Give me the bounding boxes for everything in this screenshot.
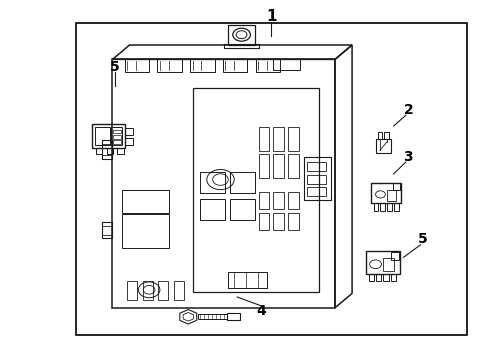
- Text: 4: 4: [256, 305, 266, 318]
- Bar: [375, 139, 390, 153]
- Bar: [272, 59, 299, 70]
- Bar: [228, 25, 255, 45]
- Bar: [273, 154, 284, 177]
- Bar: [122, 214, 168, 248]
- Bar: [223, 59, 247, 72]
- Bar: [76, 23, 466, 335]
- Bar: [365, 251, 399, 274]
- Bar: [127, 281, 137, 300]
- Bar: [255, 59, 280, 72]
- Bar: [125, 128, 132, 135]
- Bar: [113, 130, 121, 133]
- Bar: [392, 183, 399, 190]
- Bar: [158, 281, 168, 300]
- Bar: [258, 213, 269, 230]
- Bar: [380, 203, 385, 211]
- Text: 3: 3: [403, 150, 412, 163]
- Bar: [125, 138, 132, 145]
- Bar: [377, 132, 382, 139]
- Bar: [258, 127, 269, 150]
- Text: 2: 2: [403, 103, 412, 117]
- Bar: [386, 203, 391, 211]
- Bar: [370, 183, 400, 203]
- Bar: [287, 154, 298, 177]
- Bar: [373, 203, 378, 211]
- Bar: [287, 127, 298, 150]
- Bar: [306, 175, 325, 184]
- Bar: [273, 127, 284, 150]
- Bar: [258, 154, 269, 177]
- Bar: [190, 59, 214, 72]
- Bar: [102, 222, 112, 238]
- Bar: [383, 258, 393, 271]
- Bar: [224, 44, 259, 48]
- Bar: [390, 274, 395, 281]
- Bar: [287, 213, 298, 230]
- Bar: [368, 274, 373, 281]
- Bar: [174, 281, 183, 300]
- Text: 5: 5: [417, 233, 427, 246]
- Bar: [390, 252, 398, 260]
- Text: 1: 1: [265, 9, 276, 24]
- Bar: [386, 190, 395, 201]
- Bar: [200, 199, 224, 220]
- Bar: [111, 127, 122, 145]
- Bar: [227, 313, 239, 320]
- Bar: [192, 88, 319, 292]
- Bar: [230, 172, 254, 193]
- Bar: [113, 135, 121, 139]
- Bar: [383, 274, 388, 281]
- Bar: [258, 192, 269, 209]
- Bar: [198, 314, 227, 319]
- Bar: [306, 162, 325, 171]
- Bar: [102, 140, 112, 159]
- Bar: [122, 190, 168, 213]
- Bar: [384, 132, 388, 139]
- Bar: [142, 281, 152, 300]
- Bar: [96, 148, 102, 154]
- Bar: [227, 272, 266, 288]
- Bar: [230, 199, 254, 220]
- Bar: [112, 59, 334, 308]
- Bar: [124, 59, 149, 72]
- Bar: [117, 148, 123, 154]
- Bar: [157, 59, 182, 72]
- Bar: [393, 203, 398, 211]
- Bar: [95, 127, 109, 145]
- Bar: [92, 124, 125, 148]
- Bar: [287, 192, 298, 209]
- Bar: [273, 192, 284, 209]
- Bar: [375, 274, 381, 281]
- Bar: [306, 187, 325, 196]
- Bar: [200, 172, 224, 193]
- Bar: [113, 140, 121, 144]
- Bar: [304, 157, 330, 200]
- Bar: [273, 213, 284, 230]
- Bar: [106, 148, 113, 154]
- Text: 5: 5: [110, 60, 120, 73]
